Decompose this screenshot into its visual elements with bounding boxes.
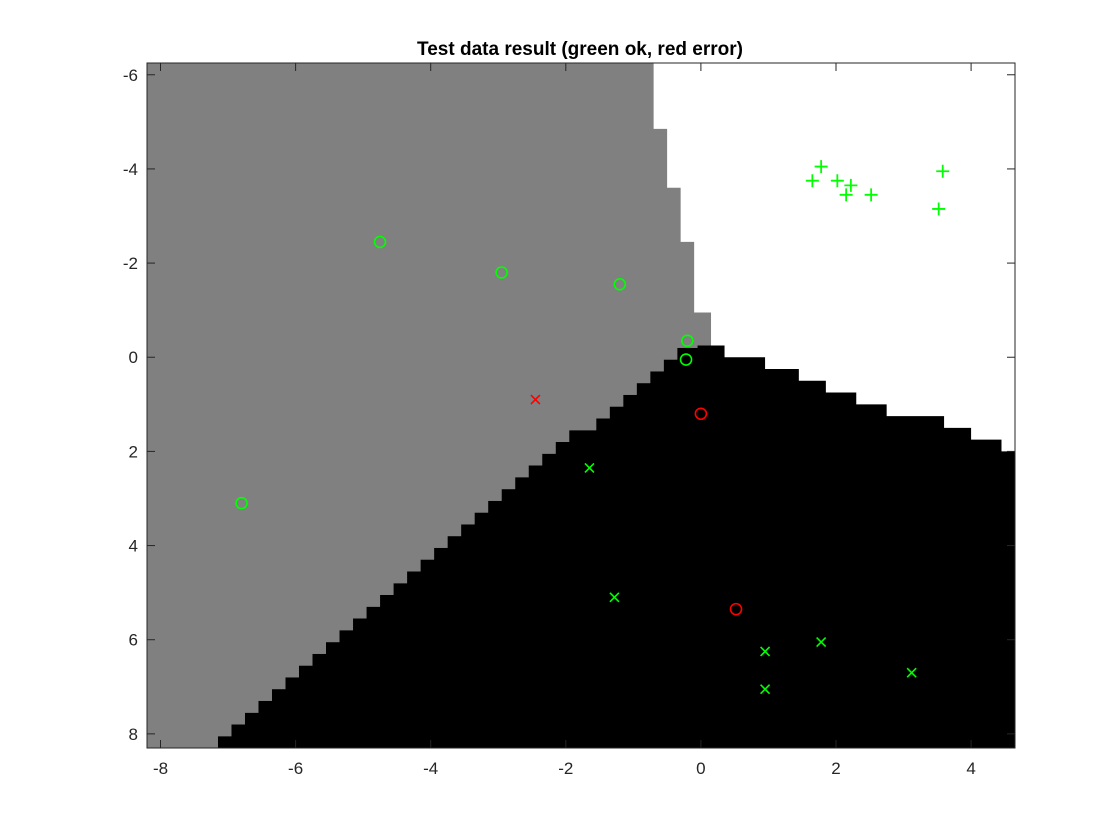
y-tick-label: 6 bbox=[129, 631, 138, 650]
data-point-cross-ok bbox=[609, 592, 620, 603]
x-tick-label: -4 bbox=[423, 759, 438, 778]
data-point-circle-ok bbox=[373, 235, 387, 249]
data-point-cross-error bbox=[530, 394, 541, 405]
x-tick-label: 0 bbox=[696, 759, 705, 778]
region-circle-class bbox=[147, 63, 712, 748]
y-tick-label: -2 bbox=[123, 254, 138, 273]
y-tick-label: -6 bbox=[123, 66, 138, 85]
data-point-plus-ok bbox=[814, 160, 828, 174]
data-markers bbox=[235, 160, 950, 695]
y-tick-label: 8 bbox=[129, 725, 138, 744]
data-point-plus-ok bbox=[844, 178, 858, 192]
y-tick-label: -4 bbox=[123, 160, 138, 179]
data-point-plus-ok bbox=[864, 188, 878, 202]
data-point-plus-ok bbox=[830, 174, 844, 188]
y-tick-label: 4 bbox=[129, 537, 138, 556]
data-point-circle-ok bbox=[613, 277, 627, 291]
data-point-cross-ok bbox=[760, 684, 771, 695]
data-point-circle-ok bbox=[679, 353, 693, 366]
region-cross-class bbox=[217, 345, 1015, 748]
x-tick-label: -2 bbox=[558, 759, 573, 778]
x-tick-label: 4 bbox=[966, 759, 975, 778]
data-point-cross-ok bbox=[584, 462, 595, 473]
data-point-circle-error bbox=[729, 602, 743, 616]
data-point-cross-ok bbox=[906, 667, 917, 678]
y-tick-label: 2 bbox=[129, 442, 138, 461]
x-tick-label: -6 bbox=[288, 759, 303, 778]
data-point-plus-ok bbox=[936, 164, 950, 178]
data-point-plus-ok bbox=[805, 174, 819, 188]
data-point-circle-ok bbox=[235, 496, 248, 510]
axes-frame bbox=[146, 62, 1016, 749]
x-axis-ticks: -8 -6 -4 -2 0 2 4 bbox=[153, 63, 976, 778]
x-tick-label: -8 bbox=[153, 759, 168, 778]
chart-title: Test data result (green ok, red error) bbox=[417, 39, 743, 60]
data-point-circle-error bbox=[694, 407, 708, 421]
y-axis-ticks: -6 -4 -2 0 2 4 6 8 bbox=[123, 66, 1015, 744]
data-point-circle-ok bbox=[681, 334, 694, 348]
data-point-cross-ok bbox=[760, 646, 771, 657]
data-point-plus-ok bbox=[839, 188, 853, 202]
decision-regions bbox=[147, 63, 1015, 748]
data-point-circle-ok bbox=[495, 266, 508, 279]
x-tick-label: 2 bbox=[831, 759, 840, 778]
data-point-plus-ok bbox=[932, 202, 946, 216]
data-point-cross-ok bbox=[816, 637, 827, 648]
plot-area-border bbox=[146, 62, 1016, 749]
y-tick-label: 0 bbox=[129, 348, 138, 367]
